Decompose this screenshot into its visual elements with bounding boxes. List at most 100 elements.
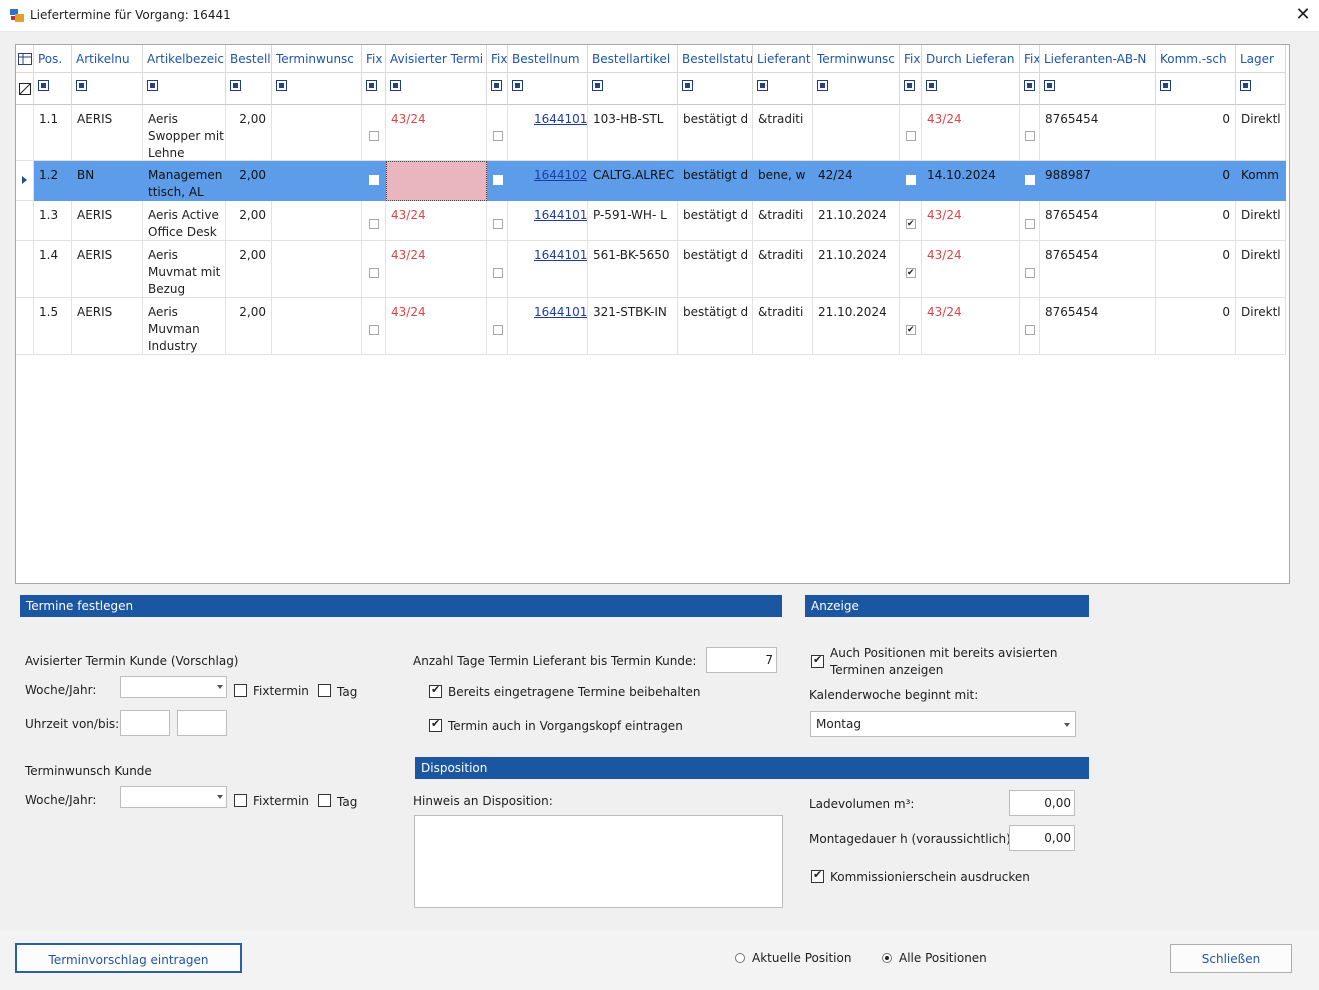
bestellnummer-link[interactable]: 1644101: [534, 112, 588, 126]
checkbox-fix3[interactable]: [906, 175, 916, 185]
filter-cell-bestellnum[interactable]: [508, 73, 588, 105]
checkbox-fix2[interactable]: [493, 219, 503, 229]
close-icon[interactable]: ✕: [1295, 4, 1311, 25]
column-header-fix2[interactable]: Fix: [487, 45, 508, 73]
filter-operator-icon[interactable]: [1024, 80, 1035, 91]
row-header[interactable]: [16, 241, 34, 298]
column-header-bestellnum[interactable]: Bestellnum: [508, 45, 588, 73]
cell-fix2[interactable]: [487, 105, 508, 161]
column-header-fix4[interactable]: Fix: [1020, 45, 1040, 73]
column-header-bestellartikel[interactable]: Bestellartikel: [588, 45, 678, 73]
filter-cell-fix4[interactable]: [1020, 73, 1040, 105]
cell-bestellnum[interactable]: 1644101: [508, 105, 588, 161]
grid-options-icon[interactable]: [16, 45, 34, 73]
checkbox-fix2[interactable]: [493, 325, 503, 335]
cell-fix2[interactable]: [487, 161, 508, 201]
column-header-bestell[interactable]: Bestell: [226, 45, 272, 73]
cell-fix3[interactable]: [900, 298, 922, 355]
column-header-fix1[interactable]: Fix: [362, 45, 386, 73]
cell-bestellnum[interactable]: 1644101: [508, 201, 588, 241]
cell-fix4[interactable]: [1020, 105, 1040, 161]
kw-beginnt-combo[interactable]: Montag: [810, 711, 1076, 737]
cell-fix3[interactable]: [900, 241, 922, 298]
filter-operator-icon[interactable]: [390, 80, 401, 91]
column-header-durchlieferant[interactable]: Durch Lieferan: [922, 45, 1020, 73]
cell-fix2[interactable]: [487, 201, 508, 241]
column-header-terminwunsch[interactable]: Terminwunsc: [272, 45, 362, 73]
filter-operator-icon[interactable]: [1044, 80, 1055, 91]
filter-operator-icon[interactable]: [682, 80, 693, 91]
cell-fix1[interactable]: [362, 161, 386, 201]
filter-cell-terminwunsch2[interactable]: [813, 73, 900, 105]
aktuelle-position-radio[interactable]: [735, 953, 745, 963]
checkbox-fix3[interactable]: [906, 216, 916, 233]
delivery-dates-grid[interactable]: Pos. Artikelnu Artikelbezeic Bestell Terminw…: [15, 44, 1290, 584]
bestellnummer-link[interactable]: 1644102: [534, 168, 588, 182]
terminwunsch-tag-checkbox[interactable]: [318, 794, 331, 807]
filter-cell-fix1[interactable]: [362, 73, 386, 105]
column-header-bestellstatus[interactable]: Bestellstatu: [678, 45, 753, 73]
filter-operator-icon[interactable]: [1240, 80, 1251, 91]
column-header-abnr[interactable]: Lieferanten-AB-N: [1040, 45, 1156, 73]
filter-cell-pos[interactable]: [34, 73, 72, 105]
checkbox-fix1[interactable]: [369, 175, 379, 185]
filter-operator-icon[interactable]: [817, 80, 828, 91]
filter-cell-lieferant[interactable]: [753, 73, 813, 105]
auch-positionen-checkbox[interactable]: [811, 653, 824, 668]
uhrzeit-bis-input[interactable]: [177, 710, 227, 736]
filter-operator-icon[interactable]: [757, 80, 768, 91]
filter-operator-icon[interactable]: [1160, 80, 1171, 91]
filter-operator-icon[interactable]: [276, 80, 287, 91]
checkbox-fix4[interactable]: [1025, 268, 1035, 278]
cell-fix1[interactable]: [362, 298, 386, 355]
filter-cell-durchlieferant[interactable]: [922, 73, 1020, 105]
cell-fix1[interactable]: [362, 241, 386, 298]
kommissionierschein-checkbox[interactable]: [811, 868, 824, 883]
cell-bestellnum[interactable]: 1644102: [508, 161, 588, 201]
filter-operator-icon[interactable]: [926, 80, 937, 91]
filter-cell-bestellartikel[interactable]: [588, 73, 678, 105]
checkbox-fix3[interactable]: [906, 322, 916, 339]
cell-bestellnum[interactable]: 1644101: [508, 298, 588, 355]
anzahl-tage-input[interactable]: 7: [706, 647, 777, 673]
cell-bestellnum[interactable]: 1644101: [508, 241, 588, 298]
terminwunsch-woche-jahr-combo[interactable]: [120, 786, 227, 808]
checkbox-fix4[interactable]: [1025, 325, 1035, 335]
cell-fix2[interactable]: [487, 241, 508, 298]
cell-fix1[interactable]: [362, 105, 386, 161]
filter-operator-icon[interactable]: [38, 80, 49, 91]
column-header-pos[interactable]: Pos.: [34, 45, 72, 73]
column-header-komm[interactable]: Komm.-sch: [1156, 45, 1236, 73]
checkbox-fix1[interactable]: [369, 219, 379, 229]
filter-operator-icon[interactable]: [592, 80, 603, 91]
checkbox-fix1[interactable]: [369, 131, 379, 141]
cell-fix1[interactable]: [362, 201, 386, 241]
filter-cell-artnr[interactable]: [72, 73, 143, 105]
checkbox-fix3[interactable]: [906, 265, 916, 282]
filter-cell-bestell[interactable]: [226, 73, 272, 105]
checkbox-fix4[interactable]: [1025, 175, 1035, 185]
alle-positionen-radio[interactable]: [882, 953, 892, 963]
checkbox-fix2[interactable]: [493, 131, 503, 141]
column-header-lager[interactable]: Lager: [1236, 45, 1286, 73]
vorgangskopf-checkbox[interactable]: [429, 717, 442, 732]
cell-fix3[interactable]: [900, 161, 922, 201]
filter-operator-icon[interactable]: [230, 80, 241, 91]
column-header-artbez[interactable]: Artikelbezeic: [143, 45, 226, 73]
column-header-terminwunsch2[interactable]: Terminwunsc: [813, 45, 900, 73]
filter-cell-fix3[interactable]: [900, 73, 922, 105]
column-header-avisiert[interactable]: Avisierter Termi: [386, 45, 487, 73]
beibehalten-checkbox[interactable]: [429, 683, 442, 698]
column-header-artnr[interactable]: Artikelnu: [72, 45, 143, 73]
filter-clear-icon[interactable]: [16, 73, 34, 105]
filter-operator-icon[interactable]: [366, 80, 377, 91]
uhrzeit-von-input[interactable]: [120, 710, 170, 736]
filter-cell-fix2[interactable]: [487, 73, 508, 105]
filter-operator-icon[interactable]: [147, 80, 158, 91]
hinweis-textarea[interactable]: [414, 815, 783, 908]
schliessen-button[interactable]: Schließen: [1170, 944, 1292, 973]
cell-fix4[interactable]: [1020, 241, 1040, 298]
bestellnummer-link[interactable]: 1644101: [534, 208, 588, 222]
ladevolumen-input[interactable]: 0,00: [1009, 790, 1075, 816]
avisiert-tag-checkbox[interactable]: [318, 684, 331, 697]
